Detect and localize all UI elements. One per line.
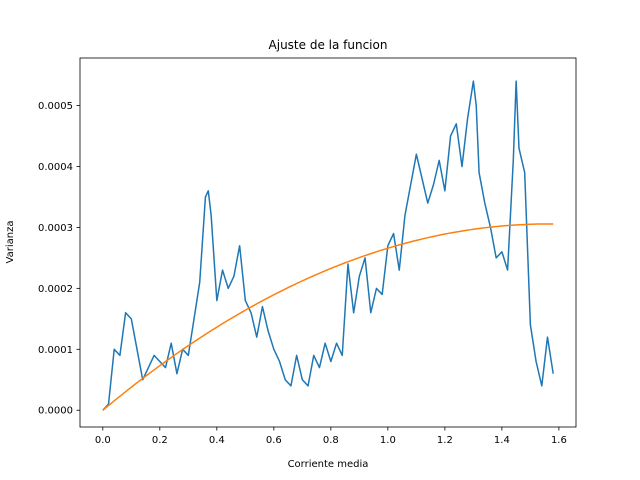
series-line-fit [102,223,554,411]
y-axis: 0.0000 0.0001 0.0002 0.0003 0.0004 0.0005 [38,101,80,417]
x-axis: 0.0 0.2 0.4 0.6 0.8 1.0 1.2 1.4 1.6 [95,427,567,446]
x-axis-label: Corriente media [288,459,369,470]
y-tick-label: 0.0002 [38,284,73,295]
x-tick-label: 0.0 [95,435,111,446]
y-tick-label: 0.0005 [38,101,73,112]
y-tick-label: 0.0001 [38,345,73,356]
series-line-measured [102,80,554,411]
y-tick-label: 0.0003 [38,223,73,234]
x-tick-label: 0.2 [152,435,168,446]
x-tick-label: 1.2 [437,435,453,446]
x-tick-label: 1.0 [380,435,396,446]
chart-title: Ajuste de la funcion [269,38,388,52]
plot-frame [79,57,577,428]
y-axis-label: Varianza [5,221,16,264]
x-tick-label: 1.4 [494,435,510,446]
x-tick-label: 1.6 [551,435,567,446]
x-tick-label: 0.4 [209,435,225,446]
y-tick-label: 0.0004 [38,162,73,173]
x-tick-label: 0.8 [323,435,339,446]
series-layer [102,80,554,411]
y-tick-label: 0.0000 [38,406,73,417]
x-tick-label: 0.6 [266,435,282,446]
plot-area [80,58,576,427]
